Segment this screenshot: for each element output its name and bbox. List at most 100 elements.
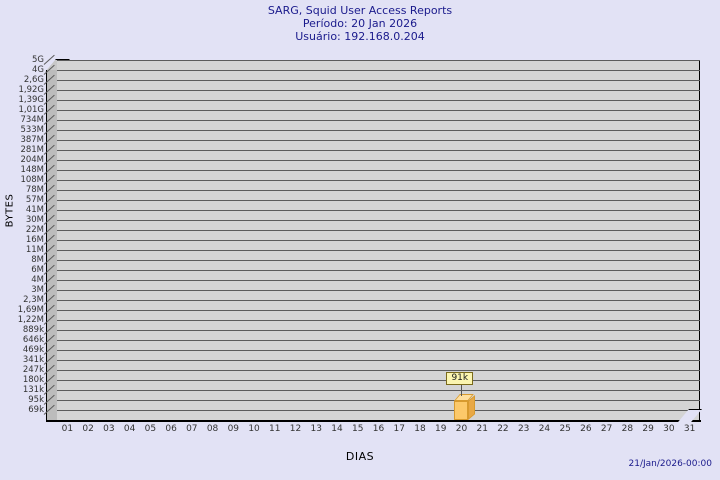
grid-line (57, 300, 700, 301)
grid-line (57, 400, 700, 401)
plot-left-wall (46, 70, 57, 420)
x-axis-tick: 26 (580, 424, 592, 434)
plot-wall-edge (46, 70, 47, 422)
grid-line (57, 220, 700, 221)
x-axis-tick: 28 (621, 424, 634, 434)
y-axis-tick: 30M (25, 215, 44, 225)
x-axis-tick: 20 (455, 424, 468, 434)
x-axis-tick: 03 (103, 424, 115, 434)
y-axis-tick: 57M (25, 195, 44, 205)
y-axis-tick: 387M (20, 135, 44, 145)
grid-line (57, 170, 700, 171)
x-axis-tick: 01 (61, 424, 74, 434)
x-axis-tick: 04 (123, 424, 136, 434)
x-axis-tick: 27 (600, 424, 613, 434)
grid-line (57, 110, 700, 111)
x-axis-tick: 16 (372, 424, 385, 434)
y-axis-tick: 734M (20, 115, 44, 125)
grid-line (57, 270, 700, 271)
x-axis-tick: 02 (82, 424, 94, 434)
y-axis-tick: 148M (20, 165, 44, 175)
y-axis-tick: 1,39G (18, 95, 44, 105)
grid-line (57, 150, 700, 151)
x-axis-label: DIAS (345, 450, 375, 463)
y-axis-tick: 78M (25, 185, 44, 195)
grid-line (57, 390, 700, 391)
plot-area (57, 60, 700, 421)
x-axis-tick: 30 (663, 424, 675, 434)
grid-line (57, 60, 700, 61)
grid-line (57, 360, 700, 361)
grid-line (57, 190, 700, 191)
chart-period: Período: 20 Jan 2026 (302, 17, 418, 30)
x-axis-tick: 05 (144, 424, 157, 434)
y-axis-tick: 469k (22, 345, 44, 355)
y-axis-tick: 204M (20, 155, 44, 165)
y-axis-tick: 247k (22, 365, 44, 375)
generated-timestamp: 21/Jan/2026-00:00 (628, 459, 712, 469)
y-axis-tick: 889k (22, 325, 44, 335)
grid-line (57, 160, 700, 161)
grid-line (57, 370, 700, 371)
chart-title-block: SARG, Squid User Access Reports Período:… (0, 4, 720, 43)
y-axis-tick: 1,92G (18, 85, 44, 95)
page-title: SARG, Squid User Access Reports (267, 4, 453, 17)
grid-line (57, 80, 700, 81)
x-axis-tick: 09 (227, 424, 240, 434)
grid-line (57, 180, 700, 181)
y-axis-tick: 5G (32, 55, 44, 65)
x-axis-baseline (46, 420, 701, 422)
y-axis-tick: 180k (22, 375, 44, 385)
x-axis-tick: 15 (352, 424, 364, 434)
grid-line (57, 350, 700, 351)
bar-front-face[interactable] (454, 401, 469, 420)
x-axis-tick: 10 (248, 424, 260, 434)
x-axis-tick: 22 (497, 424, 509, 434)
y-axis-tick: 131k (22, 385, 44, 395)
grid-line (57, 130, 700, 131)
y-axis-tick: 6M (31, 265, 44, 275)
grid-line (57, 340, 700, 341)
y-axis-tick: 2,3M (23, 295, 44, 305)
y-axis-tick: 1,69M (17, 305, 44, 315)
x-axis-tick: 19 (434, 424, 447, 434)
grid-line (57, 210, 700, 211)
chart-user: Usuário: 192.168.0.204 (295, 30, 425, 43)
grid-line (57, 240, 700, 241)
grid-line (57, 380, 700, 381)
y-axis-tick: 2,6G (23, 75, 44, 85)
grid-line (57, 310, 700, 311)
grid-line (57, 230, 700, 231)
y-axis-tick: 533M (20, 125, 44, 135)
y-axis-tick: 8M (31, 255, 44, 265)
x-axis-tick: 08 (206, 424, 219, 434)
x-axis-tick: 17 (393, 424, 405, 434)
grid-line (57, 290, 700, 291)
y-axis-tick: 1,22M (17, 315, 44, 325)
y-axis-tick: 4M (31, 275, 44, 285)
y-axis-tick: 1,01G (18, 105, 44, 115)
grid-line (57, 330, 700, 331)
y-axis-tick: 341k (22, 355, 44, 365)
y-axis-tick: 16M (25, 235, 44, 245)
grid-line (57, 250, 700, 251)
x-axis-tick: 21 (476, 424, 488, 434)
grid-line (57, 140, 700, 141)
x-axis-tick: 11 (269, 424, 281, 434)
x-axis-tick: 23 (517, 424, 530, 434)
x-axis-tick: 12 (289, 424, 302, 434)
grid-line (57, 200, 700, 201)
x-axis-tick: 07 (186, 424, 198, 434)
y-axis-tick-labels: 5G 4G 2,6G 1,92G 1,39G 1,01G 734M 533M 387M 281M 2… (0, 0, 44, 480)
y-axis-tick: 41M (25, 205, 44, 215)
grid-line (57, 280, 700, 281)
x-axis-tick: 25 (559, 424, 571, 434)
y-axis-tick: 108M (20, 175, 44, 185)
x-axis-tick: 29 (642, 424, 654, 434)
x-axis-tick: 31 (683, 424, 696, 434)
y-axis-tick: 11M (25, 245, 44, 255)
bar-label-stem (461, 384, 463, 397)
grid-line (57, 260, 700, 261)
x-axis-tick: 13 (310, 424, 322, 434)
